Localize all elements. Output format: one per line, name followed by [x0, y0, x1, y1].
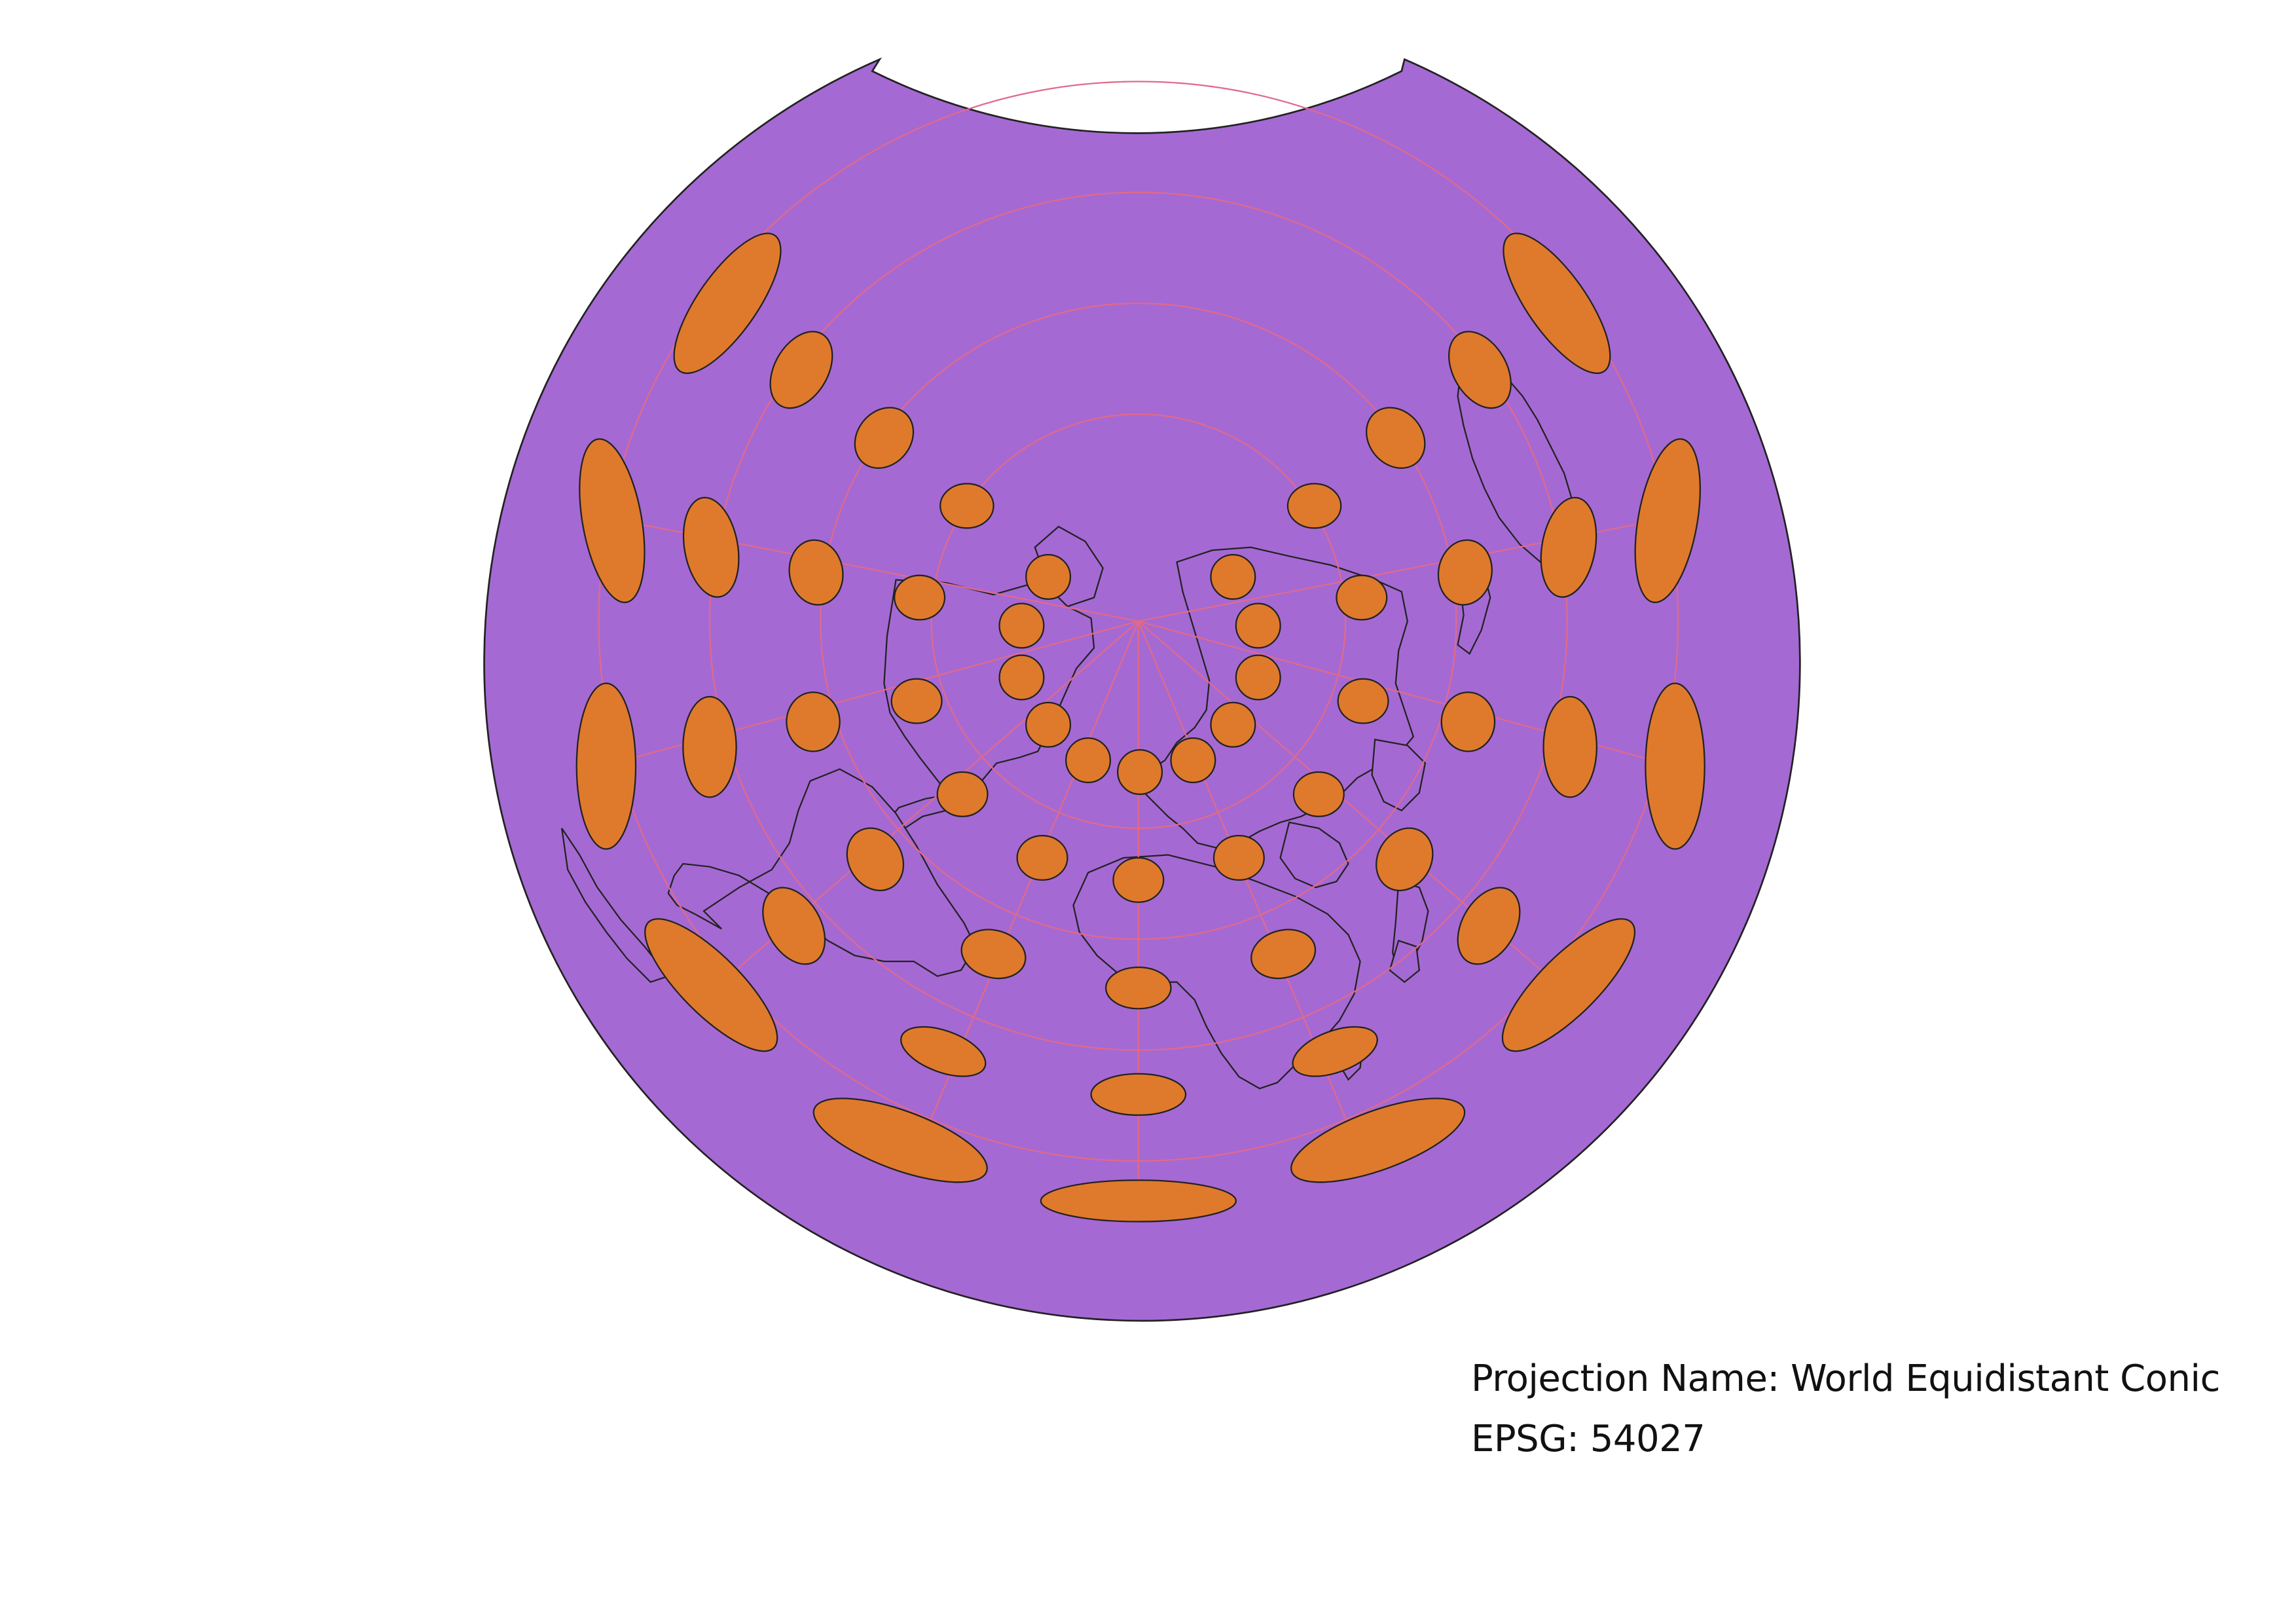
tissot-ellipse	[1292, 771, 1345, 817]
tissot-indicatrices	[575, 232, 1705, 1223]
tissot-ellipse	[894, 574, 946, 621]
tissot-ellipse	[1112, 857, 1165, 903]
tissot-ellipse	[673, 232, 782, 375]
tissot-ellipse	[960, 929, 1027, 980]
tissot-ellipse	[1025, 701, 1072, 748]
tissot-ellipse	[1366, 407, 1426, 469]
tissot-ellipse	[1235, 654, 1281, 701]
tissot-ellipse	[1040, 1179, 1237, 1223]
tissot-ellipse	[1501, 918, 1636, 1052]
india	[1371, 739, 1427, 812]
tissot-ellipse	[846, 827, 905, 891]
tissot-ellipse	[1090, 1073, 1187, 1116]
projection-info: Projection Name: World Equidistant Conic…	[1471, 1349, 2220, 1469]
tissot-ellipse	[1457, 887, 1521, 965]
tissot-ellipse	[1645, 682, 1705, 850]
tissot-ellipse	[1286, 483, 1342, 529]
tissot-ellipse	[1117, 749, 1163, 796]
tissot-ellipse	[1336, 574, 1388, 621]
tissot-ellipse	[575, 682, 637, 850]
tissot-ellipse	[998, 654, 1045, 701]
tissot-ellipse	[998, 602, 1045, 649]
tissot-ellipse	[1250, 929, 1317, 980]
middle-east	[1279, 821, 1349, 889]
tissot-ellipse	[854, 407, 915, 469]
tissot-ellipse	[1540, 496, 1597, 598]
tissot-ellipse	[1376, 827, 1434, 891]
tissot-ellipse	[1170, 737, 1216, 783]
tissot-ellipse	[1235, 602, 1281, 649]
tissot-ellipse	[890, 678, 943, 724]
outer-land-band	[483, 57, 1801, 1322]
tissot-ellipse	[786, 691, 841, 752]
tissot-ellipse	[769, 331, 833, 409]
tissot-ellipse	[579, 438, 646, 604]
tissot-ellipse	[644, 918, 778, 1052]
tissot-ellipse	[1437, 539, 1493, 606]
tissot-ellipse	[1025, 553, 1072, 600]
tissot-ellipse	[762, 887, 826, 965]
tissot-ellipse	[1016, 835, 1068, 881]
tissot-ellipse	[1440, 691, 1496, 752]
tissot-ellipse	[788, 539, 844, 606]
tissot-ellipse	[812, 1098, 988, 1183]
tissot-ellipse	[1210, 701, 1256, 748]
tissot-ellipse	[682, 695, 737, 798]
tissot-ellipse	[936, 771, 989, 817]
tissot-ellipse	[1337, 678, 1389, 724]
projection-name-label: Projection Name: World Equidistant Conic	[1471, 1357, 2220, 1400]
tissot-ellipse	[1503, 232, 1611, 375]
tissot-ellipse	[1210, 553, 1256, 600]
tissot-ellipse	[900, 1026, 987, 1077]
tissot-ellipse	[1542, 695, 1597, 798]
tissot-ellipse	[1065, 737, 1112, 783]
epsg-label: EPSG: 54027	[1471, 1418, 1705, 1460]
tissot-ellipse	[682, 496, 740, 598]
tissot-ellipse	[1292, 1026, 1378, 1077]
tissot-ellipse	[1634, 438, 1701, 604]
tissot-ellipse	[1105, 966, 1172, 1010]
tissot-ellipse	[1212, 835, 1265, 881]
tissot-ellipse	[1290, 1098, 1466, 1183]
tissot-ellipse	[939, 483, 994, 529]
antarctic-fringe-left	[561, 828, 670, 983]
tissot-ellipse	[1448, 331, 1512, 409]
